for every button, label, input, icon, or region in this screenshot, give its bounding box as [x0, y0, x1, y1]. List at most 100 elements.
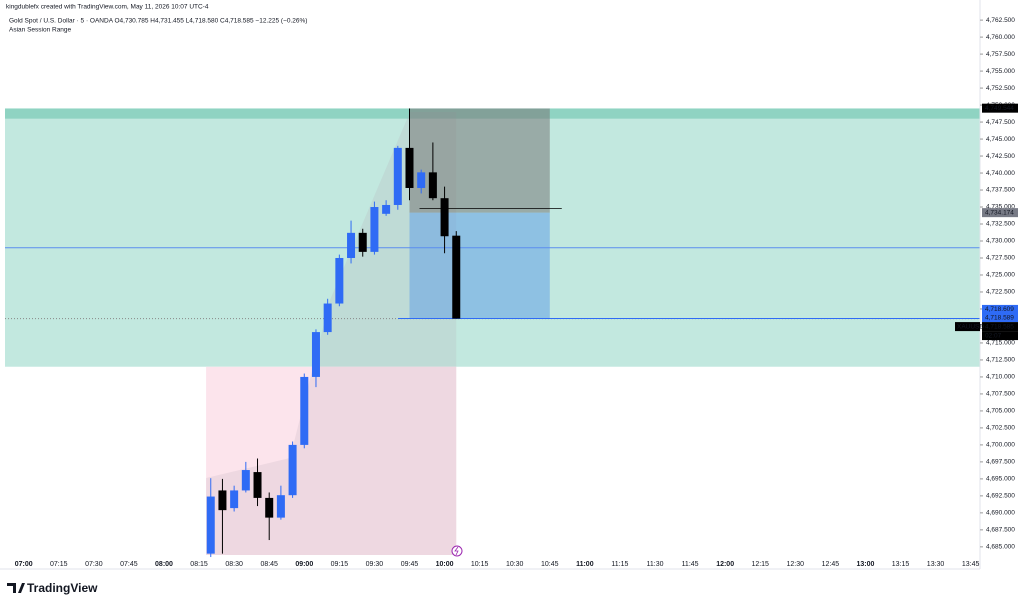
price-tag-label: 4,718.585 — [985, 323, 1014, 330]
y-tick-label: 4,692.500 — [986, 493, 1015, 500]
candle-body — [370, 207, 379, 252]
x-tick-label: 07:00 — [15, 561, 33, 568]
y-tick-label: 4,685.000 — [986, 544, 1015, 551]
price-tag — [982, 322, 1018, 332]
y-tick-label: 4,745.000 — [986, 136, 1015, 143]
candle-body — [311, 332, 320, 377]
candle-body — [347, 232, 356, 258]
price-tag-label: 4,734.174 — [985, 209, 1014, 216]
y-tick-label: 4,710.000 — [986, 374, 1015, 381]
event-icon-bolt — [454, 546, 459, 556]
x-tick-label: 11:15 — [611, 561, 628, 568]
trend-shade — [206, 112, 457, 555]
candle-body — [230, 490, 239, 509]
x-tick-label: 09:30 — [366, 561, 384, 568]
candle-body — [323, 303, 332, 333]
x-tick-label: 10:45 — [541, 561, 559, 568]
x-tick-label: 09:45 — [401, 561, 419, 568]
candle-body — [393, 147, 402, 205]
candle-body — [206, 496, 215, 554]
y-tick-label: 4,707.500 — [986, 391, 1015, 398]
x-tick-label: 13:45 — [962, 561, 980, 568]
x-tick-label: 08:00 — [155, 561, 173, 568]
x-tick-label: 09:15 — [331, 561, 349, 568]
candle-body — [358, 232, 367, 252]
x-tick-label: 12:30 — [787, 561, 805, 568]
x-tick-label: 11:45 — [682, 561, 699, 568]
candle-body — [382, 204, 391, 214]
y-tick-label: 4,757.500 — [986, 51, 1015, 58]
y-tick-label: 4,702.500 — [986, 425, 1015, 432]
y-tick-label: 4,740.000 — [986, 170, 1015, 177]
candle-body — [265, 497, 274, 518]
y-tick-label: 4,752.500 — [986, 85, 1015, 92]
x-tick-label: 13:15 — [892, 561, 910, 568]
x-tick-label: 11:00 — [576, 561, 594, 568]
symbol-tag — [955, 322, 980, 332]
price-tag-label: 4,718.589 — [985, 314, 1014, 321]
y-tick-label: 4,722.500 — [986, 289, 1015, 296]
y-tick-label: 4,762.500 — [986, 17, 1015, 24]
x-tick-label: 07:30 — [85, 561, 103, 568]
candle-body — [452, 235, 461, 319]
candle-body — [440, 198, 449, 237]
credit: kingdublefx created with TradingView.com… — [6, 4, 209, 11]
symbol: XAUUSD — [957, 323, 984, 330]
countdown-tag — [982, 331, 1018, 341]
y-tick-label: 4,760.000 — [986, 34, 1015, 41]
price-tag — [982, 313, 1018, 323]
y-tick-label: 4,715.000 — [986, 340, 1015, 347]
x-tick-label: 10:15 — [471, 561, 489, 568]
logo-text: TradingView — [27, 581, 98, 595]
x-tick-label: 07:45 — [120, 561, 138, 568]
y-tick-label: 4,735.000 — [986, 204, 1015, 211]
y-tick-label: 4,705.000 — [986, 408, 1015, 415]
x-tick-label: 12:00 — [716, 561, 734, 568]
x-tick-label: 12:15 — [751, 561, 769, 568]
price-tag-label: 4,749.544 — [985, 105, 1014, 112]
symbol-line: Gold Spot / U.S. Dollar · 5 · OANDA O4,7… — [9, 18, 307, 25]
candle-body — [428, 172, 437, 199]
y-tick-label: 4,747.500 — [986, 119, 1015, 126]
candle-body — [405, 147, 414, 188]
price-tag — [982, 208, 1018, 218]
candle-body — [417, 172, 426, 188]
candle-body — [253, 472, 262, 498]
x-tick-label: 10:00 — [436, 561, 454, 568]
position-stop — [409, 212, 550, 319]
y-tick-label: 4,732.500 — [986, 221, 1015, 228]
x-tick-label: 08:45 — [260, 561, 278, 568]
logo: TradingView — [7, 581, 98, 595]
x-tick-label: 13:30 — [927, 561, 945, 568]
plot-area — [5, 108, 980, 558]
y-tick-label: 4,725.000 — [986, 272, 1015, 279]
y-tick-label: 4,687.500 — [986, 527, 1015, 534]
candle-body — [241, 470, 250, 491]
y-tick-label: 4,712.500 — [986, 357, 1015, 364]
candle-body — [276, 495, 285, 518]
price-tag — [982, 304, 1018, 314]
candle-body — [300, 376, 309, 445]
y-tick-label: 4,737.500 — [986, 187, 1015, 194]
x-tick-label: 10:30 — [506, 561, 524, 568]
x-tick-label: 11:30 — [647, 561, 664, 568]
countdown: 02:07 — [985, 332, 1002, 339]
y-tick-label: 4,730.000 — [986, 238, 1015, 245]
x-tick-label: 12:45 — [822, 561, 840, 568]
y-tick-label: 4,727.500 — [986, 255, 1015, 262]
candle-body — [335, 257, 344, 304]
x-tick-label: 09:00 — [295, 561, 313, 568]
x-tick-label: 08:30 — [225, 561, 243, 568]
candle-body — [288, 444, 297, 496]
price-tag — [982, 103, 1018, 113]
y-tick-label: 4,700.000 — [986, 442, 1015, 449]
y-tick-label: 4,742.500 — [986, 153, 1015, 160]
x-tick-label: 07:15 — [50, 561, 68, 568]
pink-zone — [206, 366, 457, 555]
price-tag-label: 4,718.609 — [985, 306, 1014, 313]
y-tick-label: 4,755.000 — [986, 68, 1015, 75]
y-tick-label: 4,697.500 — [986, 459, 1015, 466]
x-tick-label: 13:00 — [856, 561, 874, 568]
candle-body — [218, 490, 227, 511]
